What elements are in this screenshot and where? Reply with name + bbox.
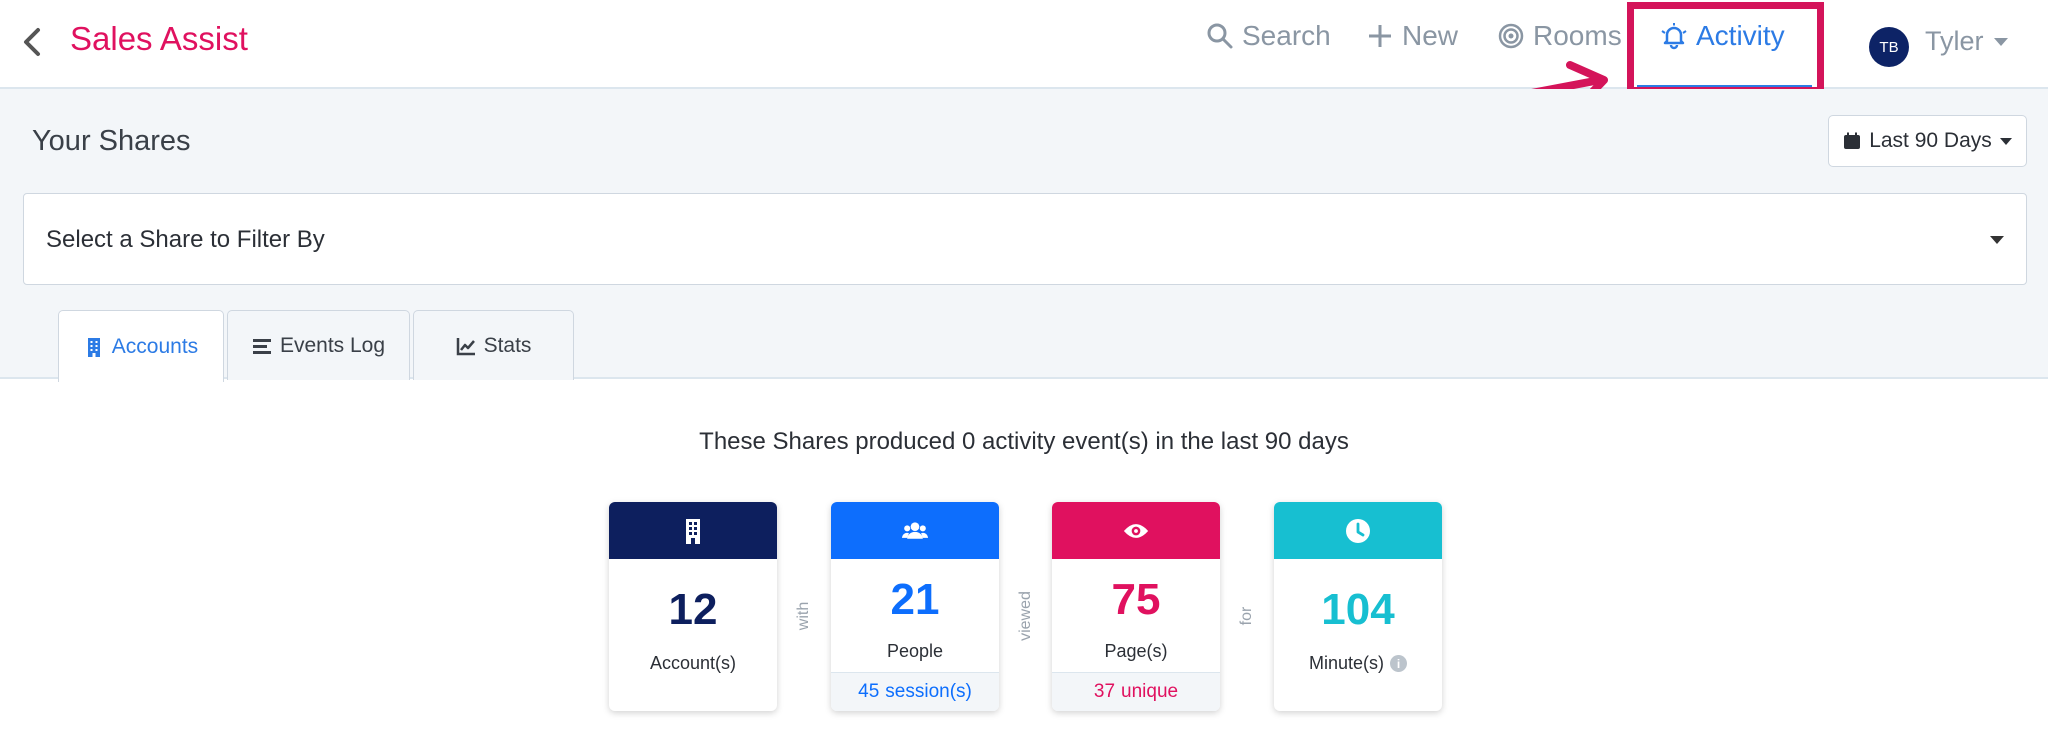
chevron-left-icon <box>24 28 40 56</box>
caret-down-icon <box>1999 137 2012 145</box>
info-icon[interactable]: i <box>1390 655 1407 672</box>
pages-label: Page(s) <box>1104 641 1168 661</box>
list-icon <box>252 338 271 354</box>
minutes-card-header <box>1274 502 1442 559</box>
people-card: 21 People 45 session(s) <box>831 502 999 711</box>
app-title[interactable]: Sales Assist <box>70 20 248 57</box>
nav-new-label: New <box>1402 20 1459 51</box>
tab-accounts-label: Accounts <box>111 334 199 358</box>
unique-label: unique <box>1121 681 1179 702</box>
people-label: People <box>886 641 944 661</box>
caret-down-icon <box>1990 236 2004 244</box>
user-menu[interactable]: Tyler <box>1925 26 2008 57</box>
connector-viewed: viewed <box>1017 591 1034 641</box>
user-name: Tyler <box>1925 26 1984 56</box>
pages-card: 75 Page(s) 37 unique <box>1052 502 1220 711</box>
people-count: 21 <box>890 575 940 624</box>
calendar-icon <box>1844 132 1861 149</box>
connector-with: with <box>795 601 812 631</box>
sessions-label: session(s) <box>885 681 972 702</box>
share-filter-select[interactable]: Select a Share to Filter By <box>23 193 2027 285</box>
filter-section: Your Shares Last 90 Days Select a Share … <box>0 89 2048 382</box>
sessions-footer: 45 session(s) <box>831 672 999 711</box>
date-range-label: Last 90 Days <box>1869 129 1992 152</box>
connector-for: for <box>1238 606 1255 626</box>
tab-stats[interactable]: Stats <box>413 310 574 380</box>
tab-events-log-label: Events Log <box>279 333 386 357</box>
people-card-header <box>831 502 999 559</box>
clock-icon <box>1346 518 1370 543</box>
unique-footer: 37 unique <box>1052 672 1220 711</box>
top-navbar: Sales Assist Search New Rooms Activity T… <box>0 0 2048 89</box>
minutes-count: 104 <box>1321 585 1395 634</box>
target-icon <box>1498 23 1524 49</box>
accounts-label: Account(s) <box>649 653 737 673</box>
avatar[interactable]: TB <box>1869 27 1909 67</box>
accounts-card: 12 Account(s) <box>609 502 777 711</box>
activity-summary: These Shares produced 0 activity event(s… <box>699 428 1349 455</box>
minutes-card: 104 Minute(s) i <box>1274 502 1442 711</box>
share-filter-placeholder: Select a Share to Filter By <box>46 226 325 253</box>
pages-count: 75 <box>1111 575 1161 624</box>
nav-rooms-label: Rooms <box>1533 20 1622 51</box>
nav-activity-label: Activity <box>1696 20 1785 51</box>
accounts-card-header <box>609 502 777 559</box>
back-button[interactable] <box>18 22 46 62</box>
chart-line-icon <box>456 337 475 355</box>
building-icon <box>686 518 700 544</box>
nav-search[interactable]: Search <box>1206 20 1331 52</box>
nav-activity[interactable]: Activity <box>1660 20 1785 52</box>
bell-icon <box>1661 23 1687 50</box>
users-icon <box>902 521 928 539</box>
caret-down-icon <box>1993 37 2008 46</box>
tab-events-log[interactable]: Events Log <box>227 310 410 380</box>
search-icon <box>1207 23 1233 49</box>
pages-card-header <box>1052 502 1220 559</box>
building-icon <box>87 337 100 357</box>
date-range-button[interactable]: Last 90 Days <box>1828 115 2027 167</box>
sessions-count: 45 <box>858 681 880 702</box>
nav-rooms[interactable]: Rooms <box>1497 20 1622 52</box>
nav-search-label: Search <box>1242 20 1331 51</box>
eye-icon <box>1123 523 1149 538</box>
minutes-label-row: Minute(s) i <box>1274 653 1442 674</box>
accounts-count: 12 <box>668 585 718 634</box>
nav-new[interactable]: New <box>1366 20 1458 52</box>
unique-count: 37 <box>1093 681 1116 702</box>
page-title: Your Shares <box>32 125 191 157</box>
plus-icon <box>1369 25 1391 47</box>
tab-stats-label: Stats <box>483 333 532 357</box>
minutes-label: Minute(s) <box>1308 653 1384 673</box>
tab-accounts[interactable]: Accounts <box>58 310 224 382</box>
